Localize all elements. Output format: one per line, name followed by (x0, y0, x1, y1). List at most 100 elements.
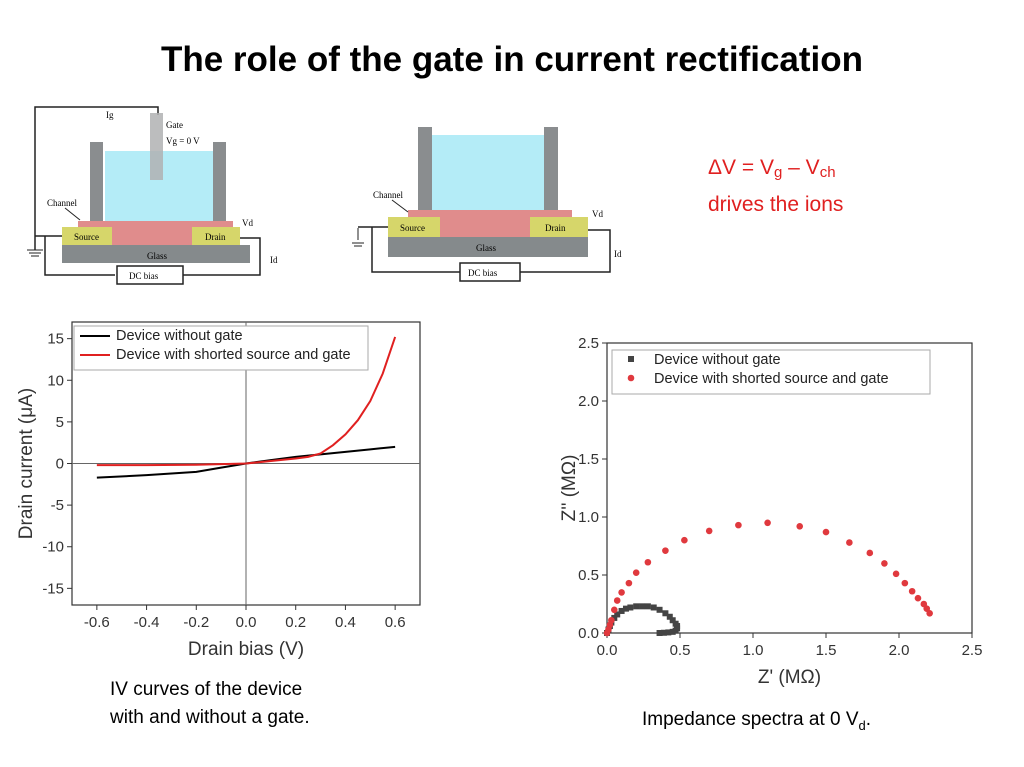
x-axis-label: Drain bias (V) (188, 639, 304, 660)
y-tick-label: 2.0 (578, 393, 599, 410)
label-glass: Glass (147, 251, 167, 261)
iv-caption-line: IV curves of the device (110, 679, 303, 700)
label-vd: Vd (242, 218, 253, 228)
data-point (622, 605, 629, 612)
series-line (96, 336, 397, 467)
legend-label: Device without gate (116, 328, 243, 344)
x-tick-label: 0.0 (597, 642, 618, 659)
imp-caption-sub: d (858, 717, 866, 733)
data-point (735, 521, 742, 529)
y-tick-label: -5 (51, 497, 64, 514)
impedance-chart: 0.0 0.5 1.0 1.5 2.0 2.5 0.0 0.5 1.0 1.5 2.0 2.5 Z' (… (559, 335, 983, 688)
data-point (613, 597, 621, 604)
data-point (625, 579, 633, 587)
label-channel: Channel (47, 198, 77, 208)
data-point (656, 606, 663, 613)
data-point (681, 536, 688, 544)
data-point (926, 609, 933, 617)
data-point (892, 570, 900, 578)
equation-text: ΔV = Vg – Vch drives the ions (708, 152, 843, 221)
label-dc-bias: DC bias (468, 268, 498, 278)
x-tick-label: 0.4 (335, 614, 356, 631)
data-point (660, 629, 667, 636)
data-point (764, 519, 771, 527)
x-axis-label: Z' (MΩ) (758, 667, 821, 688)
data-point (866, 549, 874, 557)
label-drain: Drain (545, 223, 566, 233)
y-tick-label: 0.5 (578, 567, 599, 584)
data-point (618, 589, 625, 596)
eq-part: – V (782, 156, 820, 179)
data-point (901, 579, 909, 587)
x-tick-label: 0.5 (670, 642, 691, 659)
label-gate: Gate (166, 120, 183, 130)
y-tick-label: 1.5 (578, 451, 599, 468)
x-tick-label: 1.0 (743, 642, 764, 659)
x-tick-label: 0.6 (385, 614, 406, 631)
data-point (908, 587, 916, 595)
data-point (632, 569, 640, 576)
eq-sub-g: g (773, 164, 783, 181)
label-vd: Vd (592, 209, 603, 219)
data-point (611, 606, 618, 614)
data-point (614, 611, 621, 618)
eq-sub-ch: ch (819, 164, 836, 181)
data-point (822, 528, 830, 536)
data-point (881, 560, 888, 567)
y-tick-label: -10 (42, 539, 64, 556)
imp-caption-end: . (865, 709, 872, 730)
label-id: Id (270, 255, 278, 265)
data-point (650, 604, 657, 611)
y-tick-label: 2.5 (578, 335, 599, 352)
eq-part: ΔV = V (708, 156, 774, 179)
data-point (846, 539, 853, 546)
label-channel: Channel (373, 190, 403, 200)
label-drain: Drain (205, 232, 226, 242)
y-axis-label: Drain current (μA) (16, 388, 37, 539)
legend-swatch (627, 374, 635, 382)
label-glass: Glass (476, 243, 496, 253)
data-point (611, 614, 618, 621)
iv-caption-line: with and without a gate. (110, 707, 310, 728)
data-point (796, 522, 804, 530)
label-id: Id (614, 249, 622, 259)
device-diagram-without-gate: Channel Source Drain Glass Vd Id DC bias (352, 127, 622, 282)
y-tick-label: 1.0 (578, 509, 599, 526)
data-point (669, 628, 676, 635)
legend-label: Device with shorted source and gate (654, 371, 889, 387)
data-point (662, 547, 669, 554)
imp-caption-text: Impedance spectra at 0 V (642, 709, 859, 730)
device-diagram-with-gate: Ig Gate Vg = 0 V Channel Source Drain Gl… (27, 106, 278, 285)
label-vg: Vg = 0 V (166, 136, 200, 146)
data-point (644, 558, 652, 566)
x-tick-label: 0.2 (285, 614, 306, 631)
x-tick-label: 0.0 (236, 614, 257, 631)
label-source: Source (400, 223, 425, 233)
y-tick-label: 0.0 (578, 625, 599, 642)
x-tick-label: -0.6 (84, 614, 110, 631)
legend-label: Device without gate (654, 352, 781, 368)
x-tick-label: 2.5 (962, 642, 983, 659)
data-point (669, 617, 676, 624)
x-tick-label: -0.4 (134, 614, 160, 631)
eq-line2: drives the ions (708, 193, 844, 216)
data-point (618, 607, 625, 614)
data-point (633, 603, 640, 610)
plot-frame (606, 342, 973, 634)
x-tick-label: 2.0 (889, 642, 910, 659)
y-tick-label: -15 (42, 580, 64, 597)
data-point (644, 603, 651, 610)
label-source: Source (74, 232, 99, 242)
y-tick-label: 10 (47, 372, 64, 389)
iv-caption: IV curves of the device with and without… (110, 676, 310, 732)
y-tick-label: 5 (56, 414, 64, 431)
y-tick-label: 0 (56, 456, 64, 473)
data-point (608, 616, 615, 624)
x-tick-label: 1.5 (816, 642, 837, 659)
slide-title: The role of the gate in current rectific… (160, 40, 864, 79)
legend-box (73, 325, 369, 371)
x-tick-label: -0.2 (183, 614, 209, 631)
data-point (665, 629, 672, 636)
y-tick-label: 15 (47, 331, 64, 348)
impedance-caption: Impedance spectra at 0 Vd. (642, 706, 871, 740)
